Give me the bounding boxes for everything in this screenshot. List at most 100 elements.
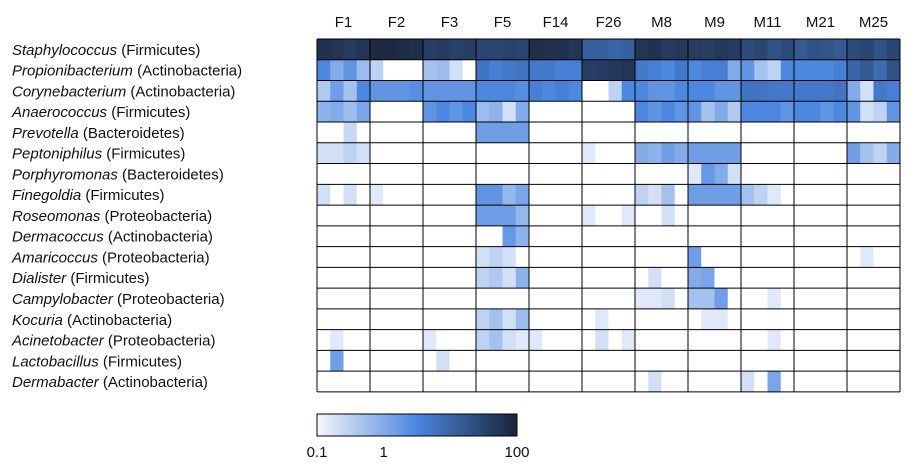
heatmap-cell [542, 59, 556, 81]
heatmap-cell [794, 101, 808, 123]
heatmap-cell [741, 122, 755, 144]
heatmap-cell [701, 101, 715, 123]
row-label: Finegoldia (Firmicutes) [12, 187, 165, 204]
heatmap-cell [476, 308, 490, 331]
heatmap-cell [409, 288, 424, 310]
heatmap-cell [807, 350, 821, 372]
heatmap-cell [343, 205, 358, 227]
heatmap-cell [608, 350, 623, 372]
heatmap-cell [582, 225, 596, 247]
heatmap-cell [833, 350, 848, 372]
heatmap-cell [489, 205, 503, 227]
heatmap-cell [794, 350, 808, 372]
heatmap-cell [701, 329, 715, 351]
heatmap-cell [807, 205, 821, 227]
heatmap-cell [515, 80, 530, 102]
heatmap-cell [449, 163, 464, 185]
heatmap-cell [462, 205, 477, 227]
heatmap-cell [621, 39, 636, 61]
row-label: Kocuria (Actinobacteria) [12, 312, 172, 329]
heatmap-cell [833, 246, 848, 268]
heatmap-cell [608, 308, 623, 331]
heatmap-cell [436, 246, 450, 268]
heatmap-cell [462, 246, 477, 268]
row-label-phylum: (Firmicutes) [102, 146, 185, 163]
heatmap-cell [582, 163, 596, 185]
heatmap-cell [820, 122, 835, 144]
heatmap-cell [754, 288, 768, 310]
heatmap-cell [767, 329, 782, 351]
heatmap-cell [555, 371, 570, 393]
heatmap-cell [635, 225, 649, 247]
heatmap-cell [529, 205, 543, 227]
heatmap-cell [515, 350, 530, 372]
heatmap-cell [767, 246, 782, 268]
row-label-genus: Dermacoccus [12, 229, 104, 246]
heatmap-cell [873, 350, 888, 372]
heatmap-cell [833, 267, 848, 289]
heatmap-cell [370, 225, 384, 247]
heatmap-cell [807, 163, 821, 185]
heatmap-cell [714, 163, 729, 185]
heatmap-cell [767, 184, 782, 206]
heatmap-cell [741, 329, 755, 351]
heatmap-cell [833, 308, 848, 331]
heatmap-cell [688, 101, 702, 123]
heatmap-cell [330, 80, 344, 102]
heatmap-cell [423, 205, 437, 227]
heatmap-cell [833, 288, 848, 310]
row-label-phylum: (Firmicutes) [99, 353, 182, 370]
heatmap-cell [356, 163, 371, 185]
heatmap-cell [621, 267, 636, 289]
heatmap-cell [635, 308, 649, 331]
row-label-phylum: (Actinobacteria) [99, 374, 208, 391]
heatmap-cell [780, 80, 795, 102]
heatmap-cell [343, 142, 358, 164]
heatmap-cell [860, 205, 874, 227]
heatmap-cell [555, 246, 570, 268]
heatmap-cell [489, 80, 503, 102]
heatmap-cell [648, 267, 662, 289]
heatmap-cell [542, 101, 556, 123]
heatmap-cell [423, 225, 437, 247]
heatmap-cell [621, 163, 636, 185]
heatmap-cell [476, 288, 490, 310]
row-label: Corynebacterium (Actinobacteria) [12, 83, 235, 100]
heatmap-cell [370, 288, 384, 310]
heatmap-cell [714, 246, 729, 268]
heatmap-cell [502, 184, 517, 206]
heatmap-cell [833, 184, 848, 206]
heatmap-cell [330, 205, 344, 227]
heatmap-cell [423, 163, 437, 185]
heatmap-cell [807, 101, 821, 123]
heatmap-cell [449, 329, 464, 351]
heatmap-cell [608, 59, 623, 81]
heatmap-cell [608, 225, 623, 247]
heatmap-cell [582, 267, 596, 289]
heatmap-cell [741, 246, 755, 268]
heatmap-cell [688, 184, 702, 206]
heatmap-cell [648, 350, 662, 372]
heatmap-cell [343, 225, 358, 247]
heatmap-cell [462, 80, 477, 102]
heatmap-cell [529, 39, 543, 61]
heatmap-cell [356, 246, 371, 268]
heatmap-cell [873, 142, 888, 164]
row-label: Porphyromonas (Bacteroidetes) [12, 166, 224, 183]
heatmap-cell [714, 288, 729, 310]
heatmap-cell [847, 246, 861, 268]
heatmap-cell [568, 371, 583, 393]
heatmap-cell [727, 101, 742, 123]
row-label-phylum: (Actinobacteria) [126, 83, 235, 100]
heatmap-cell [873, 225, 888, 247]
heatmap-cell [860, 350, 874, 372]
heatmap-cell [807, 142, 821, 164]
heatmap-cell [886, 122, 901, 144]
heatmap-cell [661, 80, 676, 102]
heatmap-cell [714, 59, 729, 81]
heatmap-cell [873, 122, 888, 144]
heatmap-cell [648, 101, 662, 123]
heatmap-cell [860, 329, 874, 351]
heatmap-cell [423, 59, 437, 81]
